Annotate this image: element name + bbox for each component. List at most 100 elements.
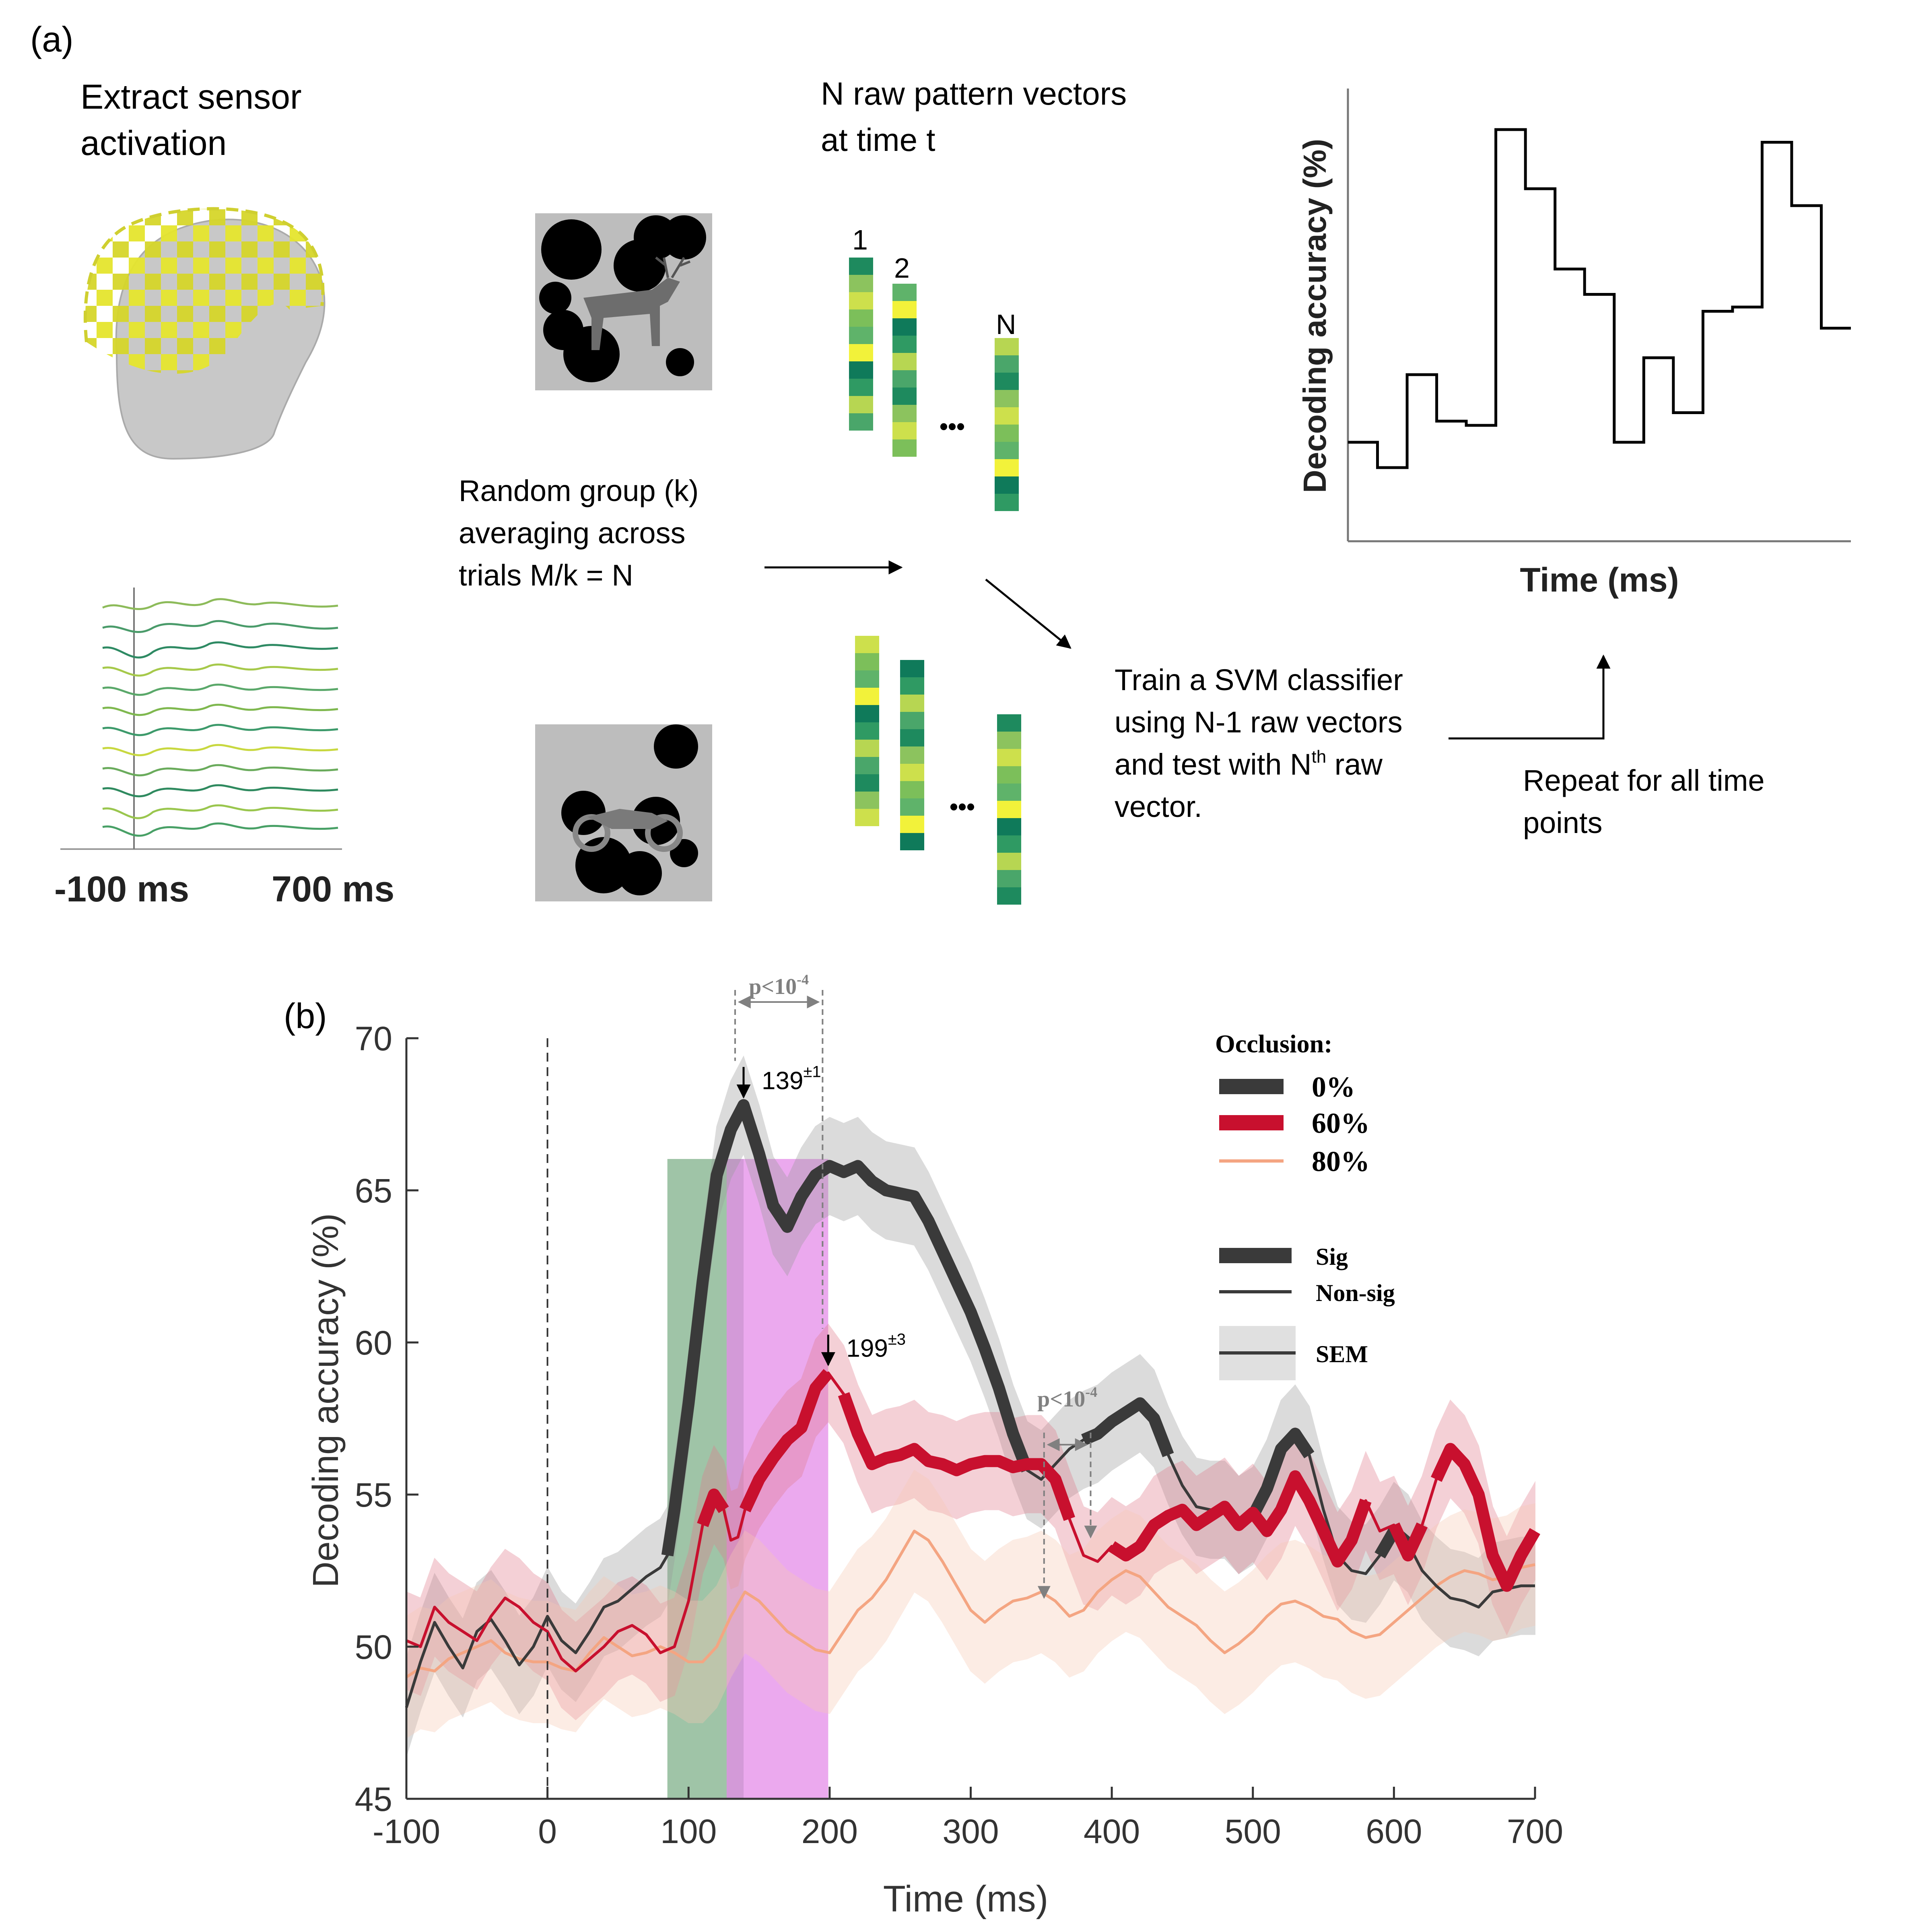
vector-cell xyxy=(849,344,873,361)
vector-cell xyxy=(849,309,873,327)
trace-3 xyxy=(102,641,338,659)
x-tick-label: 600 xyxy=(1366,1812,1422,1850)
peak-0pct-label: 139±1 xyxy=(762,1063,821,1095)
legend-label-sem: SEM xyxy=(1316,1341,1368,1367)
vector-cell xyxy=(995,442,1019,459)
panel-a-label: (a) xyxy=(30,19,74,59)
vector-cell xyxy=(855,809,879,826)
vector-cell xyxy=(892,370,917,388)
vector-cell xyxy=(855,722,879,740)
vector-ellipsis-top: ••• xyxy=(940,413,965,440)
x-tick-label: 200 xyxy=(802,1812,858,1850)
x-tick-label: 700 xyxy=(1507,1812,1563,1850)
sig-segment-0pct xyxy=(1081,1397,1174,1458)
y-tick-label: 50 xyxy=(355,1628,392,1666)
sig-segment-60pct xyxy=(1108,1470,1372,1568)
legend-label-nonsig: Non-sig xyxy=(1316,1280,1395,1306)
mini-y-label: Decoding accuracy (%) xyxy=(1297,139,1333,493)
vector-cell xyxy=(900,729,924,746)
vector-cell xyxy=(900,746,924,764)
legend-label-0: 0% xyxy=(1312,1071,1355,1103)
stimulus-motorbike xyxy=(535,724,712,901)
vector-cell xyxy=(849,327,873,344)
vector-cell xyxy=(892,405,917,422)
vector-cell xyxy=(995,338,1019,355)
grouping-line2: averaging across xyxy=(459,516,686,550)
vector-cell xyxy=(892,439,917,457)
mini-x-label: Time (ms) xyxy=(1520,561,1679,599)
vector-cell xyxy=(892,318,917,336)
trace-5 xyxy=(102,683,338,696)
chart-x-label: Time (ms) xyxy=(883,1878,1049,1920)
pattern-vectors xyxy=(849,258,1021,905)
trace-12 xyxy=(102,822,338,837)
sig-segment-60pct xyxy=(697,1489,729,1527)
y-tick-label: 55 xyxy=(355,1476,392,1514)
trace-4 xyxy=(102,663,338,677)
time-start-label: -100 ms xyxy=(54,869,189,909)
repeat-line1: Repeat for all time xyxy=(1523,764,1765,797)
series-lines xyxy=(405,1099,1540,1708)
shaded-window-magenta xyxy=(726,1159,828,1799)
vector-label-n: N xyxy=(996,309,1016,340)
vector-label-2: 2 xyxy=(894,252,910,284)
vector-cell xyxy=(995,407,1019,425)
vector-cell xyxy=(900,833,924,850)
peak-60pct-label: 199±3 xyxy=(846,1331,906,1363)
vector-cell xyxy=(997,818,1021,835)
extract-label-line2: activation xyxy=(80,124,227,163)
vector-cell xyxy=(995,459,1019,476)
y-tick-label: 60 xyxy=(355,1324,392,1362)
sem-band-0pct xyxy=(406,1055,1535,1757)
legend-label-80: 80% xyxy=(1312,1145,1370,1177)
mini-accuracy-stepline xyxy=(1348,128,1851,469)
pvalue-label-2: p<10-4 xyxy=(1037,1384,1097,1412)
pvalue-label-1: p<10-4 xyxy=(749,971,809,999)
sig-segment-60pct xyxy=(838,1392,1076,1521)
sem-bands xyxy=(406,1055,1535,1757)
vector-cell xyxy=(855,740,879,757)
vector-cell xyxy=(892,388,917,405)
vector-cell xyxy=(997,835,1021,853)
vector-cell xyxy=(855,705,879,722)
legend-label-sig: Sig xyxy=(1316,1243,1348,1270)
sig-segment-0pct xyxy=(661,1099,1033,1557)
vector-cell xyxy=(900,816,924,833)
repeat-line2: points xyxy=(1523,806,1602,839)
vector-ellipsis-bottom: ••• xyxy=(950,793,975,820)
svm-line1: Train a SVM classifier xyxy=(1115,663,1403,697)
vector-cell xyxy=(997,749,1021,766)
vector-cell xyxy=(995,373,1019,390)
vector-cell xyxy=(900,712,924,729)
sig-segment-60pct xyxy=(1430,1443,1540,1592)
vector-cell xyxy=(997,870,1021,887)
sensor-traces: -100 ms 700 ms xyxy=(54,588,394,909)
vectors-line1: N raw pattern vectors xyxy=(821,76,1127,111)
x-tick-label: -100 xyxy=(373,1812,440,1850)
trace-1 xyxy=(102,598,338,610)
vectors-line2: at time t xyxy=(821,122,935,158)
legend-title: Occlusion: xyxy=(1215,1029,1333,1058)
vector-cell xyxy=(849,379,873,396)
sig-segment-0pct xyxy=(1247,1427,1315,1519)
vector-cell xyxy=(849,258,873,275)
trace-11 xyxy=(102,804,338,819)
vector-cell xyxy=(849,396,873,413)
vector-cell xyxy=(892,301,917,318)
trace-7 xyxy=(102,724,338,736)
grouping-line3: trials M/k = N xyxy=(459,559,633,592)
vector-cell xyxy=(855,757,879,774)
x-tick-label: 0 xyxy=(538,1812,557,1850)
chart-annotations: 139±1 199±3 p<10-4 p<10-4 xyxy=(734,971,1097,1599)
svm-line4: vector. xyxy=(1115,790,1202,823)
vector-cell xyxy=(900,677,924,695)
panel-b-label: (b) xyxy=(284,996,327,1036)
vector-cell xyxy=(892,422,917,439)
vector-cell xyxy=(849,275,873,292)
trace-6 xyxy=(102,703,338,716)
chart-y-label: Decoding accuracy (%) xyxy=(306,1213,346,1588)
vector-cell xyxy=(997,853,1021,870)
vector-cell xyxy=(849,361,873,379)
deer-silhouette xyxy=(583,278,680,350)
